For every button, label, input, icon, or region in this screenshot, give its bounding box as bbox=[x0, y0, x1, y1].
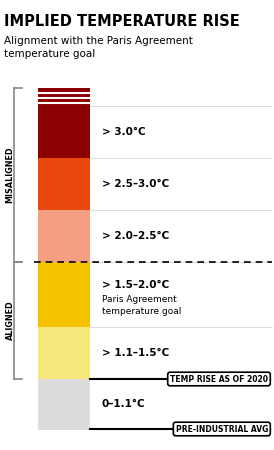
Bar bbox=[38, 327, 90, 379]
Bar bbox=[38, 379, 90, 429]
Bar bbox=[38, 262, 90, 327]
Text: IMPLIED TEMPERATURE RISE: IMPLIED TEMPERATURE RISE bbox=[4, 14, 240, 29]
Bar bbox=[38, 158, 90, 210]
Bar bbox=[38, 88, 90, 106]
Text: > 1.5–2.0°C: > 1.5–2.0°C bbox=[102, 279, 169, 289]
Text: Alignment with the Paris Agreement: Alignment with the Paris Agreement bbox=[4, 36, 193, 46]
Text: MISALIGNED: MISALIGNED bbox=[5, 147, 15, 203]
Text: TEMP RISE AS OF 2020: TEMP RISE AS OF 2020 bbox=[170, 374, 268, 383]
Text: 0–1.1°C: 0–1.1°C bbox=[102, 399, 145, 409]
Text: Paris Agreement: Paris Agreement bbox=[102, 295, 177, 304]
Text: > 1.1–1.5°C: > 1.1–1.5°C bbox=[102, 348, 169, 358]
Text: > 2.5–3.0°C: > 2.5–3.0°C bbox=[102, 179, 169, 189]
Bar bbox=[38, 106, 90, 158]
Text: temperature goal: temperature goal bbox=[4, 49, 95, 59]
Text: > 3.0°C: > 3.0°C bbox=[102, 127, 145, 137]
Bar bbox=[38, 210, 90, 262]
Text: > 2.0–2.5°C: > 2.0–2.5°C bbox=[102, 231, 169, 241]
Text: ALIGNED: ALIGNED bbox=[5, 301, 15, 340]
Text: PRE-INDUSTRIAL AVG: PRE-INDUSTRIAL AVG bbox=[176, 424, 268, 433]
Text: temperature goal: temperature goal bbox=[102, 307, 181, 316]
